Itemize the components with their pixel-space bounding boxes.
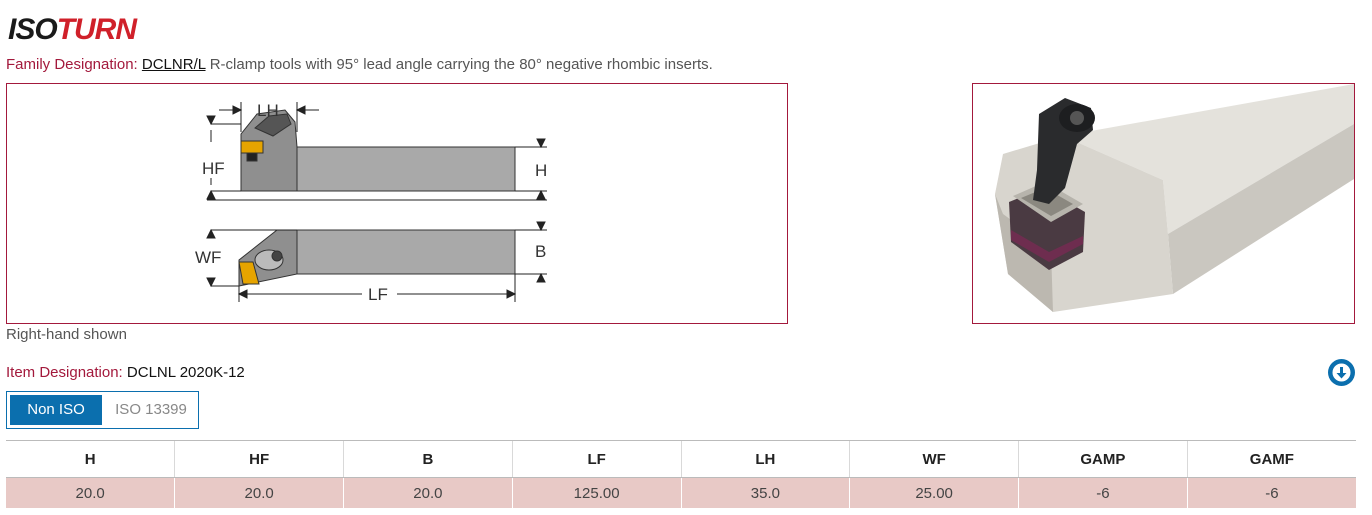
table-cell: -6	[1018, 477, 1188, 508]
dim-label-hf: HF	[202, 159, 225, 178]
column-header: B	[343, 440, 513, 478]
table-header-row: H HF B LF LH WF GAMP GAMF	[6, 440, 1356, 478]
table-cell: 20.0	[174, 477, 344, 508]
download-button[interactable]	[1328, 359, 1355, 386]
column-header: H	[6, 440, 175, 478]
bottom-shank	[296, 229, 516, 275]
bottom-insert	[238, 261, 260, 285]
table-cell: 25.00	[849, 477, 1019, 508]
column-header: WF	[849, 440, 1019, 478]
diagram-caption: Right-hand shown	[6, 326, 127, 343]
dim-label-h: H	[535, 161, 547, 180]
tool-diagram-drawing: LH HF H WF B LF	[195, 101, 547, 304]
download-icon	[1332, 363, 1351, 382]
table-cell: 35.0	[680, 477, 850, 508]
tool-photo	[972, 83, 1355, 324]
logo-part-turn: TURN	[56, 13, 137, 46]
column-header: GAMP	[1018, 440, 1188, 478]
tab-non-iso[interactable]: Non ISO	[10, 395, 102, 425]
logo-part-iso: ISO	[8, 13, 58, 46]
top-shank	[296, 146, 516, 192]
dim-label-lh: LH	[257, 101, 279, 120]
top-insert	[240, 140, 264, 154]
specs-table: H HF B LF LH WF GAMP GAMF 20.0 20.0 20.0…	[6, 440, 1356, 508]
tool-photo-render	[995, 84, 1354, 312]
column-header: HF	[174, 440, 344, 478]
table-cell: 20.0	[343, 477, 513, 508]
table-cell: 20.0	[6, 477, 175, 508]
family-label: Family Designation:	[6, 56, 138, 73]
top-head	[240, 109, 298, 192]
tab-iso-13399[interactable]: ISO 13399	[115, 401, 187, 418]
family-description: R-clamp tools with 95° lead angle carryi…	[209, 56, 713, 73]
standard-tabs: Non ISO ISO 13399	[6, 391, 199, 429]
table-row: 20.0 20.0 20.0 125.00 35.0 25.00 -6 -6	[6, 477, 1356, 508]
item-value: DCLNL 2020K-12	[126, 364, 245, 381]
item-label: Item Designation:	[6, 364, 123, 381]
table-cell: -6	[1186, 477, 1356, 508]
column-header: LF	[511, 440, 681, 478]
tool-diagram: LH HF H WF B LF	[6, 83, 788, 324]
family-code-link[interactable]: DCLNR/L	[141, 56, 206, 73]
dim-label-b: B	[535, 242, 546, 261]
family-designation: Family Designation: DCLNR/L R-clamp tool…	[6, 55, 713, 75]
column-header: GAMF	[1186, 440, 1356, 478]
item-designation: Item Designation: DCLNL 2020K-12	[6, 363, 245, 383]
isoturn-logo: ISOTURN	[8, 12, 137, 48]
column-header: LH	[680, 440, 850, 478]
table-cell: 125.00	[511, 477, 681, 508]
dim-label-wf: WF	[195, 248, 221, 267]
dim-label-lf: LF	[368, 285, 388, 304]
